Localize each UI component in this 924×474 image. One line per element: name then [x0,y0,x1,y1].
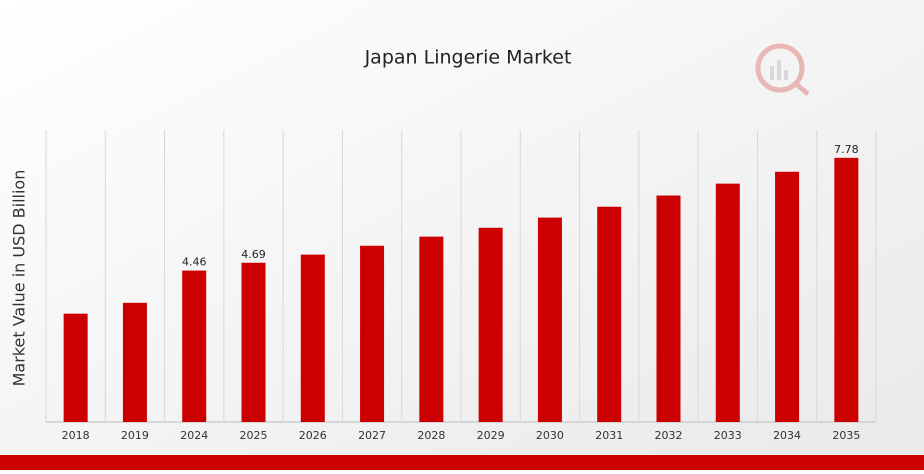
value-label: 4.69 [241,248,266,261]
bar [597,206,622,422]
x-tick-label: 2033 [714,429,742,442]
bar [241,262,266,422]
bar [63,313,88,422]
x-tick-label: 2034 [773,429,801,442]
value-label: 4.46 [182,256,207,269]
bar [419,236,444,422]
x-tick-label: 2018 [62,429,90,442]
chart-title: Japan Lingerie Market [364,47,572,69]
logo [755,43,810,96]
x-tick-label: 2031 [595,429,623,442]
bar [715,183,740,422]
x-tick-label: 2024 [180,429,208,442]
x-tick-label: 2027 [358,429,386,442]
bar [537,217,562,422]
x-tick-label: 2026 [299,429,327,442]
bar [182,270,207,422]
bar [360,245,385,422]
bar [656,195,681,422]
bar [478,227,503,422]
x-tick-label: 2035 [832,429,860,442]
x-tick-label: 2028 [417,429,445,442]
x-tick-label: 2029 [477,429,505,442]
x-tick-label: 2019 [121,429,149,442]
bar [122,302,147,422]
value-label: 7.78 [834,143,859,156]
footer-bar [0,455,924,470]
y-axis-label: Market Value in USD Billion [10,170,29,387]
x-tick-label: 2032 [655,429,683,442]
x-tick-label: 2030 [536,429,564,442]
bar [775,171,800,422]
x-tick-label: 2025 [240,429,268,442]
bar [834,157,859,422]
bar [300,254,325,422]
